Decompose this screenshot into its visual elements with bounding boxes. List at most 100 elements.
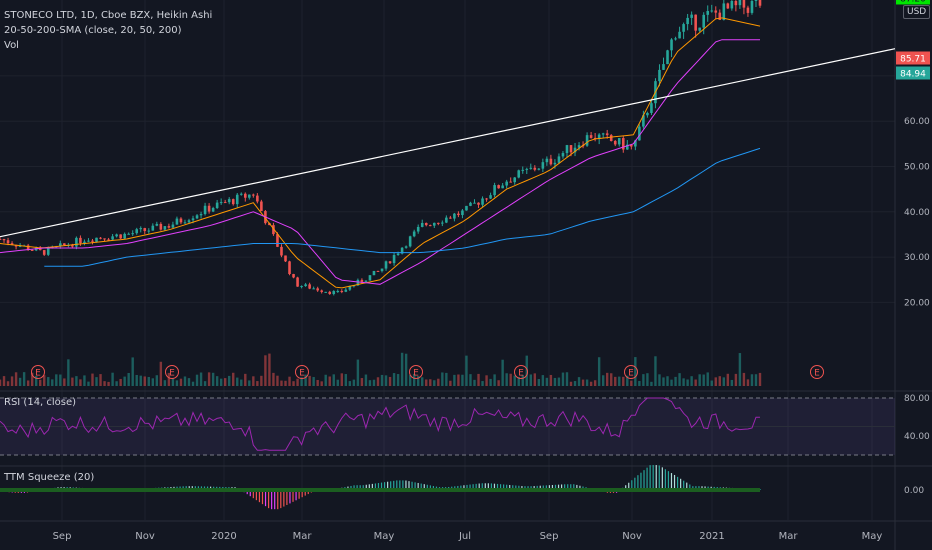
volume-bar [521, 375, 524, 386]
candle-body [445, 217, 448, 223]
volume-bar [529, 374, 532, 386]
volume-bar [59, 374, 62, 386]
candle-body [115, 234, 118, 237]
volume-bar [135, 374, 138, 386]
volume-bar [376, 377, 380, 386]
earnings-marker-label: E [628, 369, 634, 379]
volume-bar [525, 355, 528, 386]
candle-body [167, 226, 171, 228]
volume-bar [513, 375, 516, 386]
candle-body [131, 233, 134, 235]
candle-body [441, 222, 444, 224]
volume-bar [533, 373, 537, 386]
candle-body [457, 213, 460, 216]
candle-body [706, 10, 710, 15]
volume-bar [83, 375, 86, 386]
candle-body [521, 169, 525, 171]
candle-body [203, 205, 207, 215]
volume-bar [79, 379, 82, 386]
volume-bar [408, 374, 412, 386]
earnings-marker-label: E [299, 369, 305, 379]
time-tick-label: Mar [779, 531, 799, 542]
volume-bar [501, 359, 504, 386]
candle-body [272, 225, 275, 235]
volume-bar [581, 379, 585, 386]
time-tick-label: May [374, 531, 395, 542]
volume-bar [605, 372, 609, 386]
candle-body [83, 241, 86, 244]
candle-body [432, 222, 436, 226]
candle-body [135, 229, 139, 234]
volume-bar [308, 375, 311, 386]
candle-body [127, 233, 130, 235]
volume-bar [469, 374, 472, 386]
volume-bar [400, 352, 404, 386]
trendline [0, 48, 896, 238]
volume-bar [678, 373, 681, 386]
main-title: STONECO LTD, 1D, Cboe BZX, Heikin Ashi [4, 10, 213, 21]
volume-bar [199, 372, 203, 386]
volume-bar [610, 373, 613, 386]
currency-badge[interactable]: USD [903, 5, 931, 19]
squeeze-legend: TTM Squeeze (20) [4, 472, 95, 483]
volume-bar [356, 359, 360, 386]
candle-body [151, 225, 155, 231]
candle-body [71, 244, 74, 247]
candle-body [312, 288, 315, 290]
sma-line-200 [44, 147, 761, 267]
volume-bar [228, 375, 231, 386]
volume-bar [690, 376, 693, 386]
candle-body [107, 239, 110, 241]
volume-bar [264, 355, 267, 386]
time-tick-label: Mar [293, 531, 313, 542]
candle-body [557, 156, 561, 163]
volume-bar [473, 379, 476, 386]
time-tick-label: Sep [53, 531, 72, 542]
candle-body [634, 140, 637, 147]
candle-body [505, 181, 508, 186]
volume-bar [593, 380, 597, 386]
earnings-marker [810, 365, 824, 379]
volume-bar [489, 378, 492, 386]
candle-body [284, 255, 287, 262]
candle-body [682, 24, 685, 32]
candle-body [585, 135, 589, 146]
volume-bar [123, 376, 126, 386]
volume-bar [573, 381, 577, 386]
volume-bar [131, 357, 134, 386]
candle-body [453, 213, 456, 219]
time-tick-label: Nov [135, 531, 155, 542]
time-tick-label: Sep [540, 531, 559, 542]
volume-bar [726, 373, 730, 386]
candle-body [368, 275, 372, 281]
volume-bar [718, 376, 721, 386]
vol-legend: Vol [4, 40, 19, 51]
candle-body [332, 291, 336, 295]
candle-body [280, 246, 283, 256]
candle-body [364, 280, 368, 282]
candle-body [561, 153, 565, 157]
price-badge-label: 87.20 [900, 0, 926, 4]
candle-body [698, 27, 701, 31]
volume-bar [404, 353, 408, 386]
candle-body [288, 261, 291, 275]
candle-body [320, 290, 323, 292]
volume-bar [618, 376, 621, 386]
volume-bar [6, 381, 10, 386]
earnings-marker-label: E [413, 369, 419, 379]
volume-bar [75, 376, 78, 386]
rsi-tick-label: 40.00 [904, 432, 930, 442]
candle-body [626, 144, 629, 150]
candle-body [195, 215, 199, 219]
volume-bar [368, 380, 372, 386]
earnings-marker [624, 365, 638, 379]
candle-body [437, 222, 440, 224]
volume-bar [119, 378, 122, 386]
candle-body [344, 289, 348, 292]
volume-bar [207, 372, 211, 386]
volume-bar [497, 380, 500, 386]
volume-bar [26, 380, 30, 386]
volume-bar [485, 375, 488, 386]
candle-body [183, 222, 187, 224]
